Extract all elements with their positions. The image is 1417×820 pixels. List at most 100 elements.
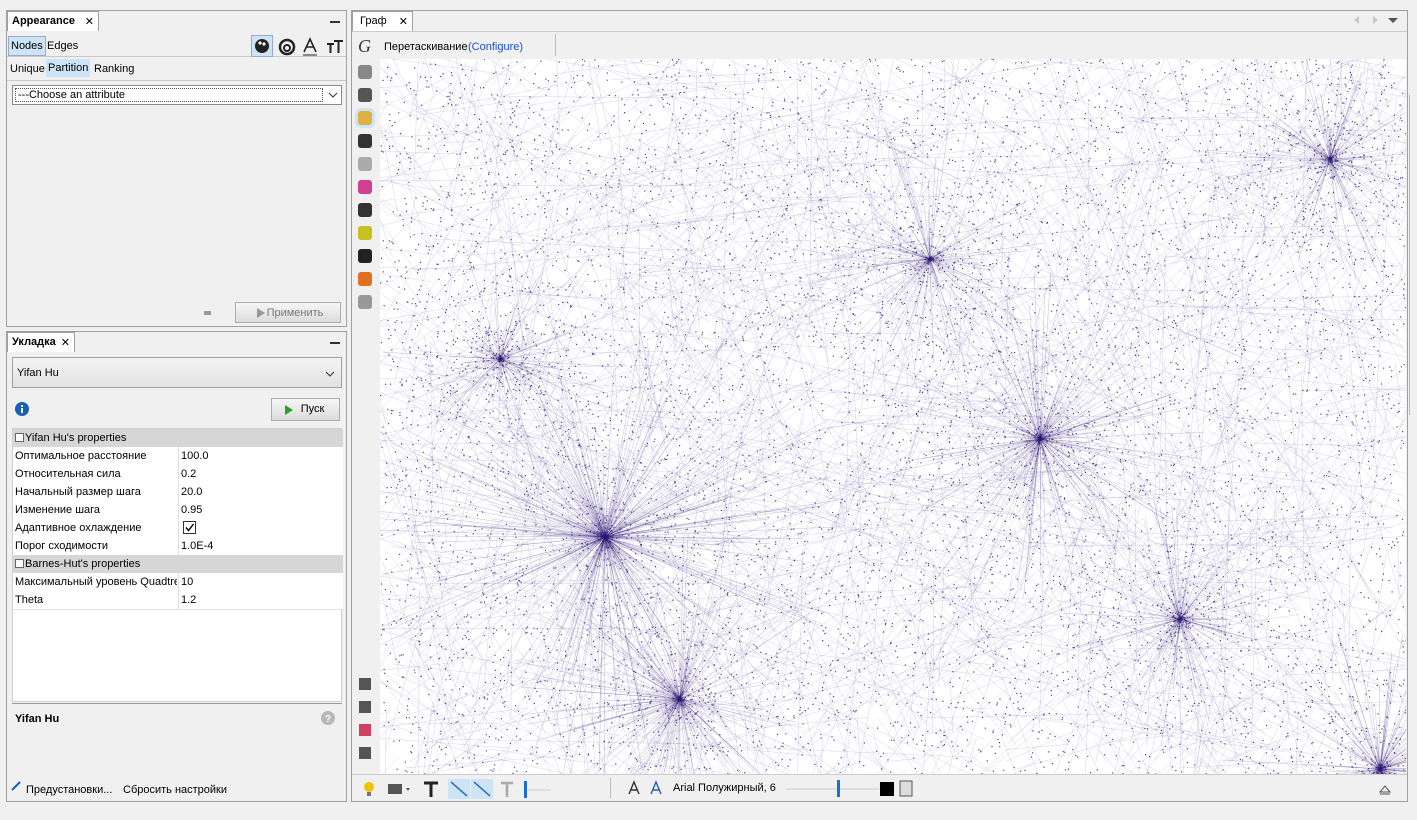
graph-edges (380, 59, 1406, 774)
right-strip (1409, 95, 1417, 415)
tool-icon[interactable] (358, 157, 372, 171)
property-row: Максимальный уровень Quadtree 10 (13, 573, 343, 592)
tool-strip (352, 58, 379, 774)
select-text: ---Choose an attribute (15, 88, 323, 102)
apply-button[interactable]: Применить (235, 302, 341, 323)
label-size-icon[interactable] (325, 37, 345, 57)
button-label: Применить (266, 307, 324, 319)
graph-canvas[interactable] (380, 59, 1406, 774)
tool-icon[interactable] (359, 678, 371, 690)
tool-icon[interactable] (358, 203, 372, 217)
tool-icon[interactable] (358, 88, 372, 102)
tool-icon[interactable] (359, 724, 371, 736)
unique-tab[interactable]: Unique (10, 63, 45, 75)
partition-tab[interactable]: Partition (46, 59, 91, 77)
divider (178, 447, 179, 465)
property-value[interactable]: 100.0 (181, 450, 209, 462)
layout-tab[interactable]: Укладка ✕ (7, 332, 75, 352)
section-header: Yifan Hu's properties (13, 429, 343, 448)
property-row: Начальный размер шага 20.0 (13, 483, 343, 502)
run-button[interactable]: Пуск (271, 398, 340, 421)
divider (178, 537, 179, 555)
divider (178, 501, 179, 519)
property-value[interactable]: 1.2 (181, 594, 197, 606)
tool-icon[interactable] (358, 249, 372, 263)
nodes-tab[interactable]: Nodes (8, 36, 46, 56)
tool-icon[interactable] (358, 134, 372, 148)
property-name: Адаптивное охлаждение (15, 522, 142, 534)
property-sheet: Yifan Hu's properties Оптимальное расстоя… (12, 428, 343, 702)
property-row: Изменение шага 0.95 (13, 501, 343, 520)
property-name: Оптимальное расстояние (15, 450, 147, 462)
tab-title: Граф (360, 15, 387, 27)
presets-link[interactable]: Предустановки... (26, 784, 113, 796)
appearance-tab[interactable]: Appearance ✕ (7, 11, 99, 31)
tool-icon[interactable] (359, 701, 371, 713)
property-name: Начальный размер шага (15, 486, 141, 498)
property-name: Относительная сила (15, 468, 121, 480)
property-value[interactable]: 0.95 (181, 504, 203, 516)
divider (178, 591, 179, 609)
select-text: Yifan Hu (17, 367, 59, 379)
minimize[interactable] (330, 342, 340, 344)
graph-panel: Граф ✕ G Перетаскивание (Configure) Arial… (351, 10, 1408, 802)
expand-icon[interactable] (1379, 783, 1391, 795)
property-value[interactable]: 10 (181, 576, 194, 588)
property-row: Оптимальное расстояние 100.0 (13, 447, 343, 466)
section-title: Yifan Hu's properties (25, 432, 127, 444)
info-icon[interactable] (14, 401, 30, 417)
property-checkbox[interactable] (183, 521, 196, 534)
help-icon[interactable]: ? (320, 710, 336, 726)
layout-panel: Укладка ✕ Yifan Hu Пуск Yifan Hu's proper… (6, 331, 347, 802)
label-color-icon[interactable] (301, 37, 319, 57)
property-value[interactable]: 0.2 (181, 468, 197, 480)
configure-link[interactable]: (Configure) (468, 41, 524, 53)
tool-name: Перетаскивание (384, 41, 468, 53)
attribute-select[interactable]: ---Choose an attribute (12, 85, 342, 105)
tool-icon[interactable] (359, 747, 371, 759)
tool-icon[interactable] (358, 226, 372, 240)
font-label[interactable]: Arial Полужирный, 6 (673, 782, 776, 794)
collapse-icon (15, 433, 24, 442)
ranking-tab[interactable]: Ranking (94, 63, 135, 75)
svg-text:G: G (358, 36, 371, 56)
button-label: Пуск (300, 403, 325, 415)
graph-nodes (380, 59, 1406, 774)
algorithm-select[interactable]: Yifan Hu (12, 357, 342, 388)
description-title: Yifan Hu (15, 713, 60, 725)
edges-tab[interactable]: Edges (47, 40, 79, 52)
tab-nav[interactable] (1351, 15, 1399, 25)
label-size-slider[interactable] (784, 778, 914, 798)
section-header: Barnes-Hut's properties (13, 555, 343, 574)
property-name: Порог сходимости (15, 540, 109, 552)
divider (178, 573, 179, 591)
tool-icon[interactable] (355, 108, 375, 128)
tool-icon[interactable] (358, 272, 372, 286)
font-size-buttons[interactable] (627, 780, 667, 796)
property-value[interactable]: 1.0E-4 (181, 540, 214, 552)
divider (178, 483, 179, 501)
color-icon[interactable] (251, 35, 273, 57)
minimize[interactable] (330, 21, 340, 23)
tool-icon[interactable] (358, 295, 372, 309)
graph-toolbar: G Перетаскивание (Configure) (352, 31, 1407, 58)
graph-tab[interactable]: Граф ✕ (352, 11, 413, 31)
tool-icon[interactable] (358, 65, 372, 79)
property-row: Порог сходимости 1.0E-4 (13, 537, 343, 556)
gephi-logo: G (358, 36, 371, 56)
reset-link[interactable]: Сбросить настройки (123, 784, 228, 796)
tool-icon[interactable] (358, 180, 372, 194)
size-icon[interactable] (277, 37, 297, 57)
collapse-icon (15, 559, 24, 568)
bottom-tools[interactable] (360, 779, 550, 799)
tab-title: Укладка (12, 336, 56, 348)
divider (178, 465, 179, 483)
appearance-panel: Appearance ✕ Nodes Edges Unique Partition… (6, 10, 347, 327)
property-row: Адаптивное охлаждение (13, 519, 343, 538)
dash-icon (204, 311, 211, 315)
tab-title: Appearance (12, 15, 75, 27)
svg-text:?: ? (325, 714, 331, 725)
property-value[interactable]: 20.0 (181, 486, 203, 498)
property-row: Относительная сила 0.2 (13, 465, 343, 484)
